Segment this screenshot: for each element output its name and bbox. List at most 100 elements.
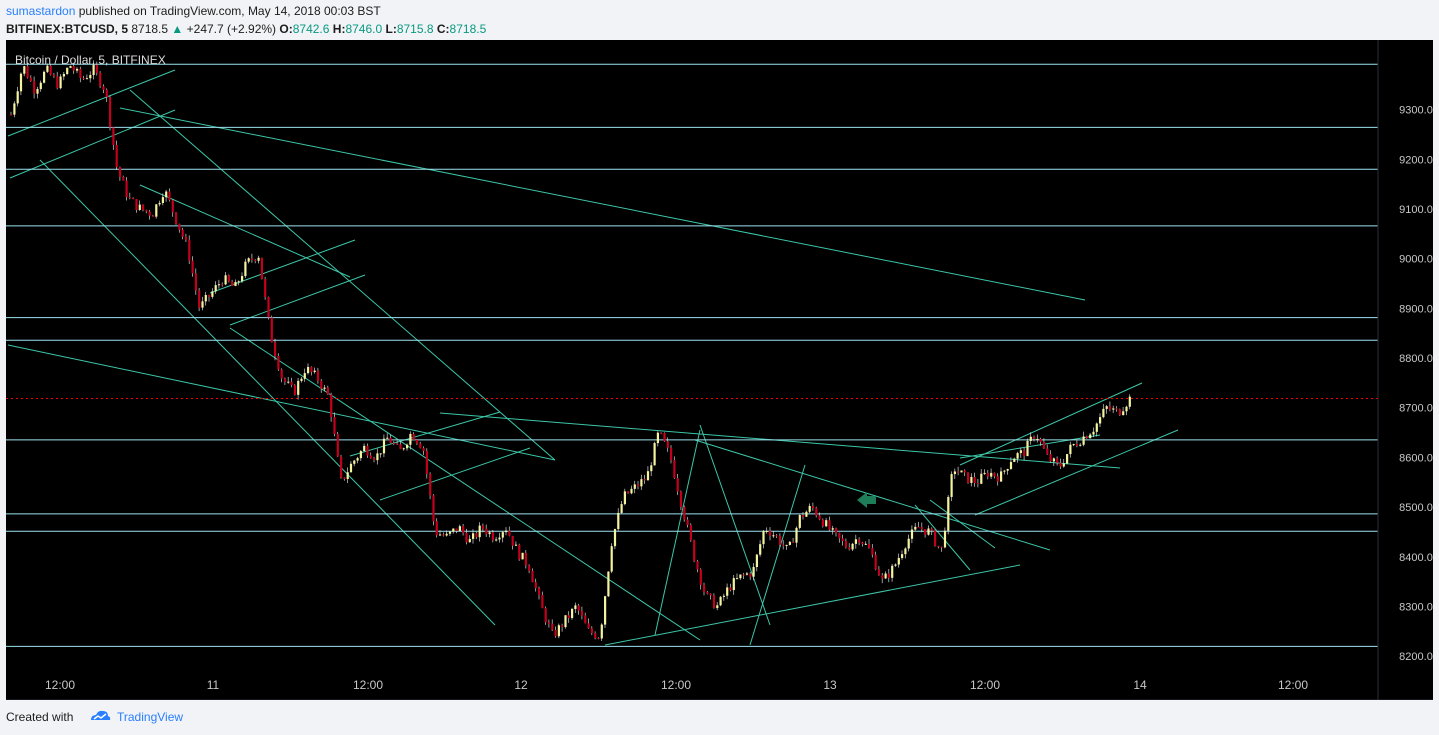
tradingview-cloud-icon bbox=[91, 710, 111, 720]
candle-body bbox=[99, 72, 102, 87]
candle-body bbox=[927, 528, 930, 535]
x-tick-label-7: 14 bbox=[1133, 678, 1147, 692]
candle-body bbox=[950, 474, 953, 497]
candle-body bbox=[844, 541, 848, 548]
candle-body bbox=[930, 528, 933, 531]
candle-body bbox=[62, 73, 65, 77]
candle-body bbox=[534, 582, 537, 589]
candle-body bbox=[330, 394, 333, 418]
candle-body bbox=[838, 532, 841, 539]
candle-body bbox=[514, 544, 518, 546]
price-axis-background bbox=[1378, 40, 1433, 700]
candle-body bbox=[323, 387, 326, 389]
trendline-11 bbox=[7, 344, 556, 461]
candle-body bbox=[191, 260, 194, 274]
candle-body bbox=[1085, 436, 1088, 439]
y-tick-label-11: 8200.0 bbox=[1399, 651, 1433, 663]
candle-body bbox=[679, 491, 683, 507]
candle-body bbox=[148, 211, 151, 216]
candle-body bbox=[613, 529, 617, 547]
trendline-20 bbox=[974, 429, 1179, 516]
candle-body bbox=[165, 191, 168, 198]
candle-body bbox=[752, 567, 755, 577]
candle-body bbox=[815, 508, 818, 516]
tradingview-link[interactable]: TradingView bbox=[117, 710, 184, 724]
candle-body bbox=[1033, 436, 1036, 439]
candle-body bbox=[551, 623, 554, 630]
candle-body bbox=[1089, 434, 1092, 439]
publisher-link[interactable]: sumastardon bbox=[6, 4, 76, 18]
trendline-17 bbox=[914, 504, 971, 571]
candle-body bbox=[953, 471, 956, 475]
chart-pane[interactable]: 9391.39264.19180.09065.88881.28835.68635… bbox=[0, 40, 1439, 700]
candle-body bbox=[178, 223, 181, 230]
candle-body bbox=[234, 282, 237, 286]
candle-body bbox=[122, 176, 125, 181]
candle-body bbox=[637, 484, 640, 487]
candle-body bbox=[623, 491, 626, 505]
candle-body bbox=[270, 317, 273, 343]
candle-body bbox=[475, 533, 478, 538]
candle-body bbox=[29, 77, 32, 82]
candle-body bbox=[382, 438, 386, 454]
candle-body bbox=[1102, 408, 1105, 418]
candle-layer bbox=[10, 60, 1131, 641]
candle-body bbox=[145, 210, 148, 212]
candle-body bbox=[1009, 461, 1013, 470]
y-tick-label-8: 8500.0 bbox=[1399, 502, 1433, 514]
candle-body bbox=[171, 200, 174, 213]
candle-body bbox=[821, 519, 824, 527]
trendline-3 bbox=[119, 107, 1086, 301]
candle-body bbox=[663, 433, 666, 442]
candle-body bbox=[891, 565, 894, 578]
x-tick-label-2: 12:00 bbox=[353, 678, 383, 692]
candle-body bbox=[703, 584, 706, 593]
candle-body bbox=[415, 439, 419, 444]
candle-body bbox=[736, 578, 739, 580]
candle-body bbox=[439, 534, 442, 536]
candle-body bbox=[719, 596, 722, 606]
candle-body bbox=[46, 65, 49, 72]
candle-body bbox=[531, 570, 534, 583]
candle-body bbox=[910, 529, 914, 539]
y-tick-label-6: 8700.0 bbox=[1399, 403, 1433, 415]
candle-body bbox=[181, 229, 184, 237]
candle-body bbox=[795, 527, 798, 543]
candle-body bbox=[775, 535, 778, 537]
candle-body bbox=[739, 574, 742, 579]
candle-body bbox=[970, 477, 973, 483]
trendline-14 bbox=[699, 424, 771, 626]
candle-body bbox=[250, 258, 254, 260]
axis-layer: 9300.0 9200.0 9100.0 9000.0 8900.0 8800.0 8700… bbox=[6, 40, 1433, 700]
candle-body bbox=[943, 530, 947, 548]
candle-body bbox=[854, 539, 857, 544]
x-tick-label-8: 12:00 bbox=[1278, 678, 1308, 692]
y-tick-label-10: 8300.0 bbox=[1399, 601, 1433, 613]
candle-body bbox=[541, 595, 544, 609]
candle-body bbox=[442, 534, 445, 536]
candle-body bbox=[224, 275, 227, 285]
candle-body bbox=[897, 557, 900, 565]
candle-body bbox=[811, 505, 815, 509]
up-triangle-icon: ▲ bbox=[171, 22, 184, 36]
candle-body bbox=[290, 381, 293, 386]
candle-body bbox=[554, 629, 557, 637]
candle-body bbox=[726, 587, 729, 596]
trendline-layer bbox=[7, 69, 1179, 646]
candle-body bbox=[10, 114, 13, 116]
candle-body bbox=[607, 571, 610, 597]
candle-body bbox=[1000, 471, 1003, 482]
candle-body bbox=[247, 258, 250, 262]
price-change: +247.7 (+2.92%) bbox=[186, 22, 277, 36]
candle-body bbox=[1099, 417, 1102, 424]
candle-body bbox=[184, 236, 188, 240]
candle-body bbox=[825, 520, 828, 527]
candle-body bbox=[389, 437, 392, 443]
candle-body bbox=[52, 74, 56, 77]
candle-body bbox=[310, 366, 313, 372]
candle-body bbox=[72, 66, 75, 71]
candle-body bbox=[653, 443, 656, 466]
candle-body bbox=[69, 66, 72, 68]
candle-body bbox=[656, 432, 659, 444]
last-price: 8718.5 bbox=[131, 22, 169, 36]
